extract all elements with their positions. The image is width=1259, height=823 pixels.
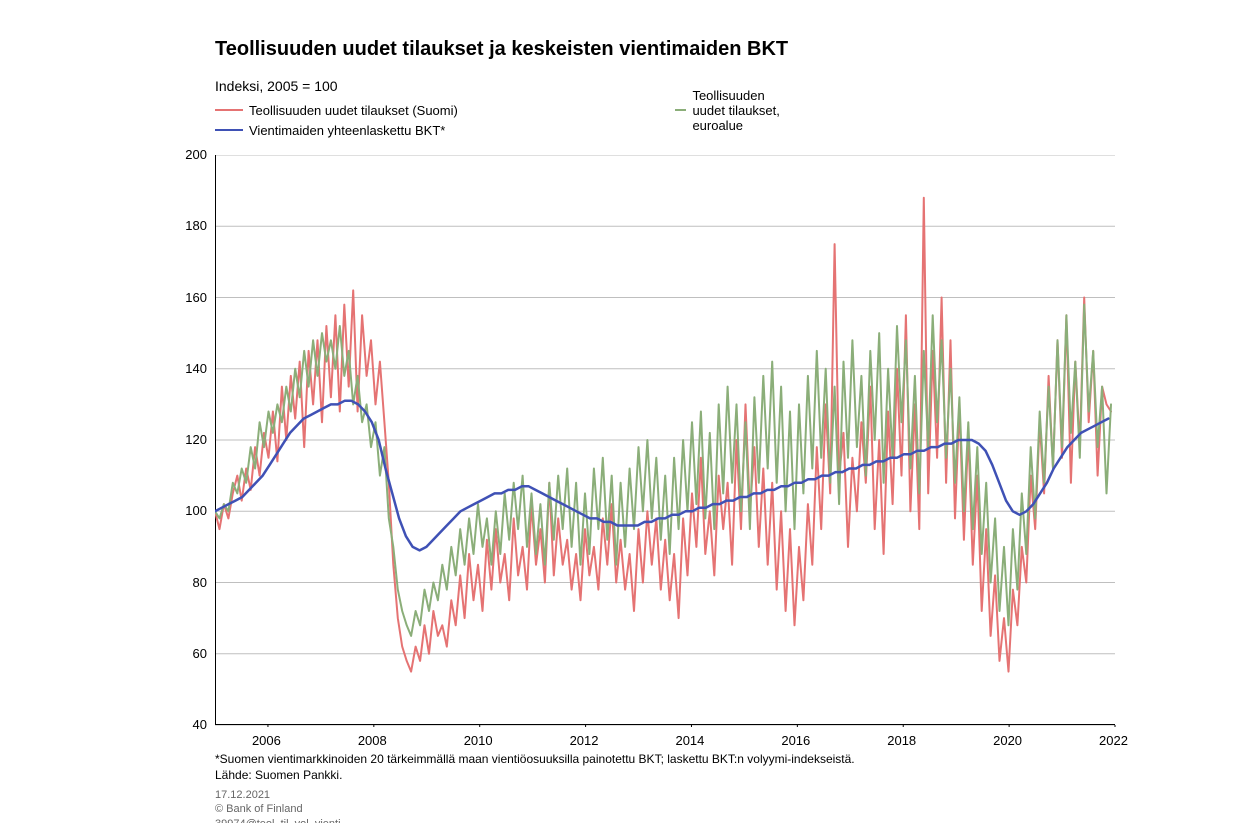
x-tick-label: 2010: [464, 733, 493, 748]
y-tick-label: 100: [185, 503, 207, 518]
x-tick-label: 2016: [781, 733, 810, 748]
plot-area: [215, 155, 1117, 727]
y-tick-label: 160: [185, 290, 207, 305]
legend-label: Vientimaiden yhteenlaskettu BKT*: [249, 123, 445, 138]
chart-container: Teollisuuden uudet tilaukset ja keskeist…: [0, 0, 1259, 823]
source-line: Lähde: Suomen Pankki.: [215, 768, 342, 782]
legend-item: Vientimaiden yhteenlaskettu BKT*: [215, 120, 458, 140]
legend: Teollisuuden uudet tilaukset (Suomi) Vie…: [215, 100, 458, 140]
x-tick-label: 2020: [993, 733, 1022, 748]
x-tick-label: 2008: [358, 733, 387, 748]
legend-item: Teollisuuden uudet tilaukset (Suomi): [215, 100, 458, 120]
x-tick-label: 2018: [887, 733, 916, 748]
footer-copyright: © Bank of Finland: [215, 802, 341, 816]
x-tick-label: 2012: [570, 733, 599, 748]
x-tick-label: 2014: [675, 733, 704, 748]
y-tick-label: 200: [185, 147, 207, 162]
y-tick-label: 40: [193, 717, 207, 732]
legend-swatch: [215, 129, 243, 131]
x-tick-label: 2022: [1099, 733, 1128, 748]
legend-label: Teollisuuden uudet tilaukset, euroalue: [692, 88, 781, 133]
y-tick-label: 80: [193, 575, 207, 590]
legend-label: Teollisuuden uudet tilaukset (Suomi): [249, 103, 458, 118]
x-tick-label: 2006: [252, 733, 281, 748]
y-tick-label: 60: [193, 646, 207, 661]
footer: 17.12.2021 © Bank of Finland 39974@teol_…: [215, 788, 341, 823]
y-tick-label: 140: [185, 361, 207, 376]
y-tick-label: 120: [185, 432, 207, 447]
legend-item: Teollisuuden uudet tilaukset, euroalue: [675, 100, 781, 120]
legend-swatch: [675, 109, 686, 111]
footer-id: 39974@teol_til_vol_vienti: [215, 817, 341, 823]
chart-title: Teollisuuden uudet tilaukset ja keskeist…: [215, 38, 788, 61]
footnote: *Suomen vientimarkkinoiden 20 tärkeimmäl…: [215, 752, 855, 766]
y-tick-label: 180: [185, 218, 207, 233]
legend-swatch: [215, 109, 243, 111]
chart-subtitle: Indeksi, 2005 = 100: [215, 78, 338, 94]
footer-date: 17.12.2021: [215, 788, 341, 802]
